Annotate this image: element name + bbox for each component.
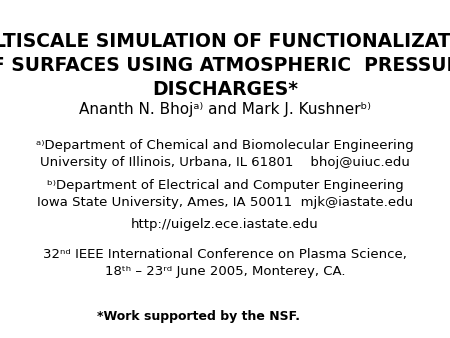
Text: 32ⁿᵈ IEEE International Conference on Plasma Science,
18ᵗʰ – 23ʳᵈ June 2005, Mon: 32ⁿᵈ IEEE International Conference on Pl… [43, 248, 407, 278]
Text: ᵇ⁾Department of Electrical and Computer Engineering
Iowa State University, Ames,: ᵇ⁾Department of Electrical and Computer … [37, 179, 413, 209]
Text: *Work supported by the NSF.: *Work supported by the NSF. [97, 310, 300, 323]
Text: MULTISCALE SIMULATION OF FUNCTIONALIZATION
OF SURFACES USING ATMOSPHERIC  PRESSU: MULTISCALE SIMULATION OF FUNCTIONALIZATI… [0, 31, 450, 99]
Text: http://uigelz.ece.iastate.edu: http://uigelz.ece.iastate.edu [131, 218, 319, 231]
Text: Ananth N. Bhojᵃ⁾ and Mark J. Kushnerᵇ⁾: Ananth N. Bhojᵃ⁾ and Mark J. Kushnerᵇ⁾ [79, 102, 371, 117]
Text: ᵃ⁾Department of Chemical and Biomolecular Engineering
University of Illinois, Ur: ᵃ⁾Department of Chemical and Biomolecula… [36, 139, 414, 169]
